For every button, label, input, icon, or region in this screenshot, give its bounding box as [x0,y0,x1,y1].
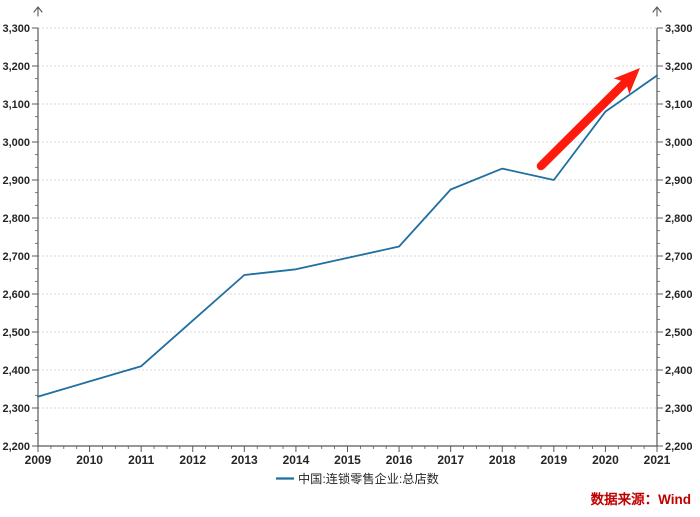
svg-text:2011: 2011 [128,453,154,467]
svg-text:3,300: 3,300 [2,23,30,35]
svg-text:2,500: 2,500 [2,327,30,339]
svg-text:中国:连锁零售企业:总店数: 中国:连锁零售企业:总店数 [298,471,439,486]
svg-text:2,300: 2,300 [665,403,693,415]
svg-text:2010: 2010 [76,453,103,467]
svg-text:2,500: 2,500 [665,327,693,339]
svg-text:数据来源：Wind: 数据来源：Wind [591,491,691,507]
svg-text:2016: 2016 [386,453,413,467]
svg-text:2,800: 2,800 [665,213,693,225]
svg-text:2,400: 2,400 [2,365,30,377]
svg-text:2019: 2019 [540,453,567,467]
svg-text:3,300: 3,300 [665,23,693,35]
svg-text:3,100: 3,100 [2,99,30,111]
svg-text:2021: 2021 [644,453,671,467]
svg-text:2015: 2015 [334,453,361,467]
svg-text:2017: 2017 [437,453,464,467]
svg-text:2020: 2020 [592,453,619,467]
svg-text:2012: 2012 [179,453,206,467]
svg-text:3,200: 3,200 [665,61,693,73]
svg-text:2,200: 2,200 [2,441,30,453]
svg-text:2009: 2009 [25,453,52,467]
svg-text:2,700: 2,700 [2,251,30,263]
svg-text:2013: 2013 [231,453,258,467]
svg-text:2014: 2014 [283,453,310,467]
svg-text:2,600: 2,600 [2,289,30,301]
svg-text:2,900: 2,900 [665,175,693,187]
svg-text:3,000: 3,000 [2,137,30,149]
svg-text:2,200: 2,200 [665,441,693,453]
svg-text:2,900: 2,900 [2,175,30,187]
svg-text:2,600: 2,600 [665,289,693,301]
svg-text:3,200: 3,200 [2,61,30,73]
svg-text:3,000: 3,000 [665,137,693,149]
svg-text:2,800: 2,800 [2,213,30,225]
svg-text:2,400: 2,400 [665,365,693,377]
svg-text:3,100: 3,100 [665,99,693,111]
svg-text:2,300: 2,300 [2,403,30,415]
svg-text:2,700: 2,700 [665,251,693,263]
svg-text:2018: 2018 [489,453,516,467]
